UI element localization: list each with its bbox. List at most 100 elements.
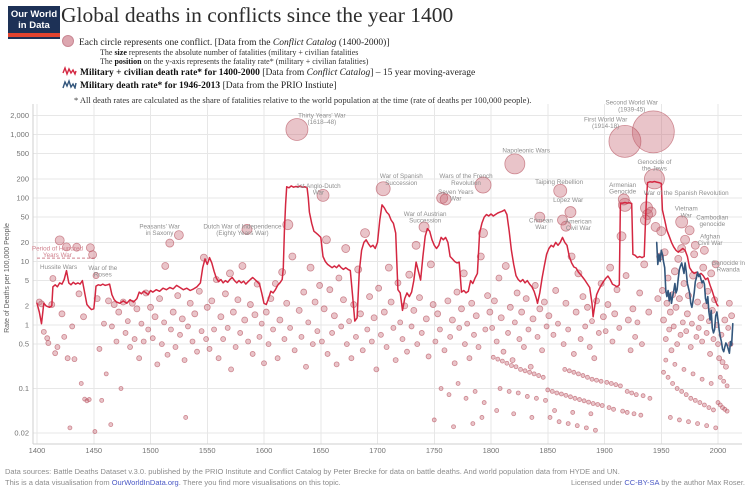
conflict-bubble bbox=[318, 338, 325, 345]
license-link[interactable]: CC-BY-SA bbox=[624, 478, 660, 487]
conflict-bubble bbox=[527, 363, 534, 370]
conflict-bubble bbox=[173, 230, 184, 241]
conflict-bubble bbox=[571, 369, 577, 375]
conflict-bubble bbox=[570, 410, 576, 415]
conflict-bubble bbox=[687, 344, 694, 350]
conflict-bubble bbox=[585, 374, 590, 380]
conflict-bubble bbox=[688, 395, 694, 401]
conflict-bubble bbox=[620, 408, 626, 414]
conflict-bubble bbox=[168, 326, 174, 333]
conflict-bubble bbox=[232, 344, 239, 350]
conflict-bubble bbox=[524, 394, 530, 399]
conflict-bubble bbox=[583, 425, 589, 431]
conflict-bubble bbox=[638, 412, 644, 418]
conflict-bubble bbox=[172, 344, 179, 350]
conflict-bubble bbox=[716, 355, 723, 362]
conflict-bubble bbox=[198, 328, 205, 335]
conflict-bubble bbox=[552, 287, 560, 294]
conflict-bubble bbox=[62, 242, 71, 252]
conflict-bubble bbox=[699, 263, 708, 272]
conflict-bubble bbox=[58, 310, 66, 318]
conflict-bubble bbox=[604, 379, 610, 385]
conflict-bubble bbox=[64, 355, 71, 362]
tick-labels: 2,0001,0005002001005020105210.50.10.0214… bbox=[10, 111, 726, 455]
conflict-bubble bbox=[525, 326, 532, 333]
conflict-bubble-genocide-in-rwanda bbox=[707, 269, 716, 278]
conflict-bubble bbox=[683, 310, 691, 318]
conflict-bubble bbox=[309, 341, 316, 348]
conflict-bubble-thirty-years-war bbox=[285, 118, 309, 141]
conflict-bubble bbox=[565, 326, 572, 333]
conflict-bubble bbox=[85, 243, 95, 253]
conflict-bubble bbox=[632, 333, 639, 340]
conflict-bubble bbox=[622, 272, 630, 279]
conflict-bubble bbox=[305, 319, 312, 326]
conflict-bubble bbox=[711, 407, 716, 413]
legend-size-row: The size represents the absolute number … bbox=[100, 48, 359, 57]
conflict-bubble bbox=[322, 235, 331, 245]
conflict-bubble bbox=[373, 366, 380, 373]
y-axis-title: Rate of Deaths per 100,000 People bbox=[4, 223, 11, 333]
conflict-bubble bbox=[484, 292, 491, 300]
military-civilian-death-rate-line bbox=[36, 180, 719, 325]
annotations: Period of Hundred Years War Hussite Wars Wa… bbox=[32, 100, 746, 279]
conflict-bubble bbox=[536, 305, 544, 313]
conflict-bubble bbox=[540, 298, 548, 306]
conflict-bubble bbox=[725, 325, 732, 331]
conflict-bubble-vietnam-war bbox=[675, 215, 689, 229]
conflict-bubble bbox=[531, 282, 539, 289]
conflict-bubble bbox=[303, 363, 309, 370]
conflict-bubble bbox=[265, 341, 272, 348]
legend-red-line-row: Military + civilian death rate* for 1400… bbox=[62, 66, 531, 79]
conflict-bubble bbox=[191, 310, 199, 318]
conflict-bubble bbox=[324, 351, 331, 357]
conflict-bubble-lopez-war bbox=[564, 206, 577, 218]
x-tick-label: 1750 bbox=[426, 446, 443, 455]
annotation-armenian-genocide: Armenian Genocide bbox=[609, 182, 636, 196]
conflict-bubble bbox=[666, 326, 673, 333]
conflict-bubble bbox=[147, 303, 154, 311]
conflict-bubble bbox=[481, 400, 487, 405]
annotation-thirty-years-war: Thirty Years' War (1618–48) bbox=[298, 113, 346, 127]
conflict-bubble bbox=[624, 410, 630, 415]
conflict-bubble bbox=[238, 262, 247, 270]
conflict-bubble bbox=[624, 316, 632, 324]
conflict-bubble bbox=[707, 351, 713, 357]
conflict-bubble bbox=[554, 390, 560, 396]
conflict-bubble bbox=[306, 263, 315, 272]
conflict-bubble bbox=[288, 252, 297, 261]
y-tick-label: 2 bbox=[25, 301, 29, 310]
x-tick-label: 1500 bbox=[142, 446, 159, 455]
conflict-bubble bbox=[276, 316, 284, 324]
conflict-bubble bbox=[499, 358, 505, 364]
conflict-bubble bbox=[127, 344, 133, 350]
conflict-bubble bbox=[222, 290, 229, 298]
legend-circle-source: Conflict Catalog bbox=[272, 38, 337, 48]
conflict-bubble bbox=[71, 356, 78, 363]
conflict-bubble bbox=[366, 293, 373, 301]
conflict-bubble bbox=[534, 333, 541, 340]
conflict-bubble bbox=[594, 377, 599, 383]
conflict-bubble bbox=[249, 351, 256, 357]
conflict-circle-icon bbox=[62, 35, 74, 47]
conflict-bubble bbox=[550, 331, 557, 338]
x-tick-label: 1600 bbox=[256, 446, 273, 455]
owid-link[interactable]: OurWorldInData.org bbox=[111, 478, 179, 487]
conflict-bubble bbox=[505, 330, 511, 336]
conflict-bubble bbox=[579, 293, 587, 301]
conflict-bubble bbox=[661, 369, 666, 375]
conflict-bubble bbox=[501, 262, 510, 270]
y-tick-label: 0.5 bbox=[19, 340, 29, 349]
conflict-bubble bbox=[677, 417, 682, 423]
y-tick-label: 2,000 bbox=[10, 111, 29, 120]
conflict-bubble bbox=[418, 330, 425, 336]
conflict-bubble bbox=[392, 357, 399, 364]
annotation-afghan-civil-war: Afghan Civil War bbox=[698, 234, 723, 248]
conflict-bubble bbox=[78, 381, 84, 386]
conflict-bubble bbox=[589, 376, 595, 382]
x-tick-label: 1450 bbox=[85, 446, 102, 455]
annotation-taiping-rebellion: Taiping Rebellion bbox=[535, 179, 583, 186]
conflict-bubble bbox=[455, 381, 461, 386]
conflict-bubble bbox=[640, 393, 646, 399]
conflict-bubble bbox=[408, 323, 415, 330]
